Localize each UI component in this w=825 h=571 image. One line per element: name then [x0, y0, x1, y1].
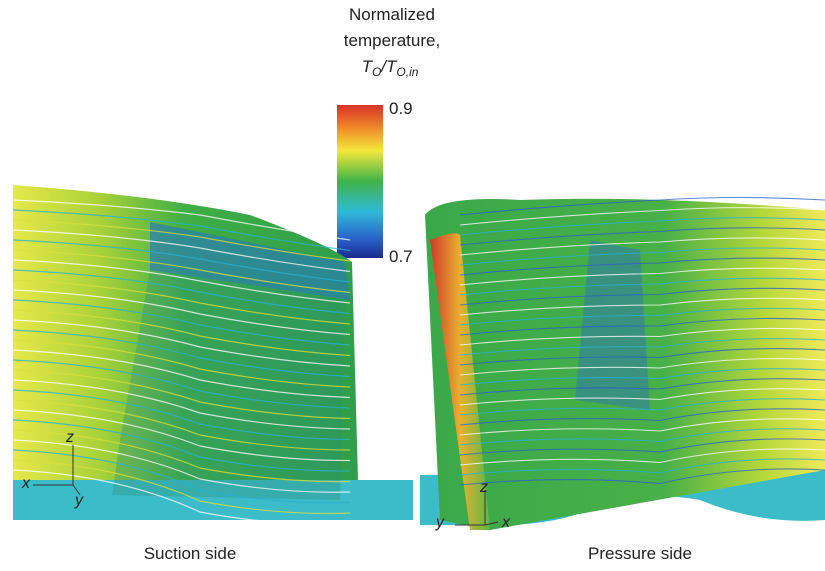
colorbar-scale — [337, 105, 383, 258]
pressure-view: z y x Pressure side — [420, 198, 825, 564]
figure: Normalized temperature, TO/TO,in 0.9 0.7… — [0, 0, 825, 571]
colorbar-title: Normalized — [349, 5, 435, 24]
colorbar-tick: 0.7 — [389, 247, 413, 266]
axis-label: y — [74, 492, 84, 509]
colorbar-title: temperature, — [344, 31, 440, 50]
symbol-part: O — [372, 65, 381, 79]
axis-label: z — [65, 429, 74, 446]
caption: Pressure side — [588, 544, 692, 563]
axis-label: y — [435, 514, 445, 531]
axis-label: x — [21, 475, 31, 492]
colorbar: Normalized temperature, TO/TO,in 0.9 0.7 — [337, 5, 440, 266]
symbol-part: O,in — [396, 65, 418, 79]
colorbar-tick: 0.9 — [389, 99, 413, 118]
axis-label: x — [501, 514, 511, 531]
axis-label: z — [479, 479, 488, 496]
colorbar-symbol: TO/TO,in — [362, 57, 419, 79]
caption: Suction side — [144, 544, 237, 563]
